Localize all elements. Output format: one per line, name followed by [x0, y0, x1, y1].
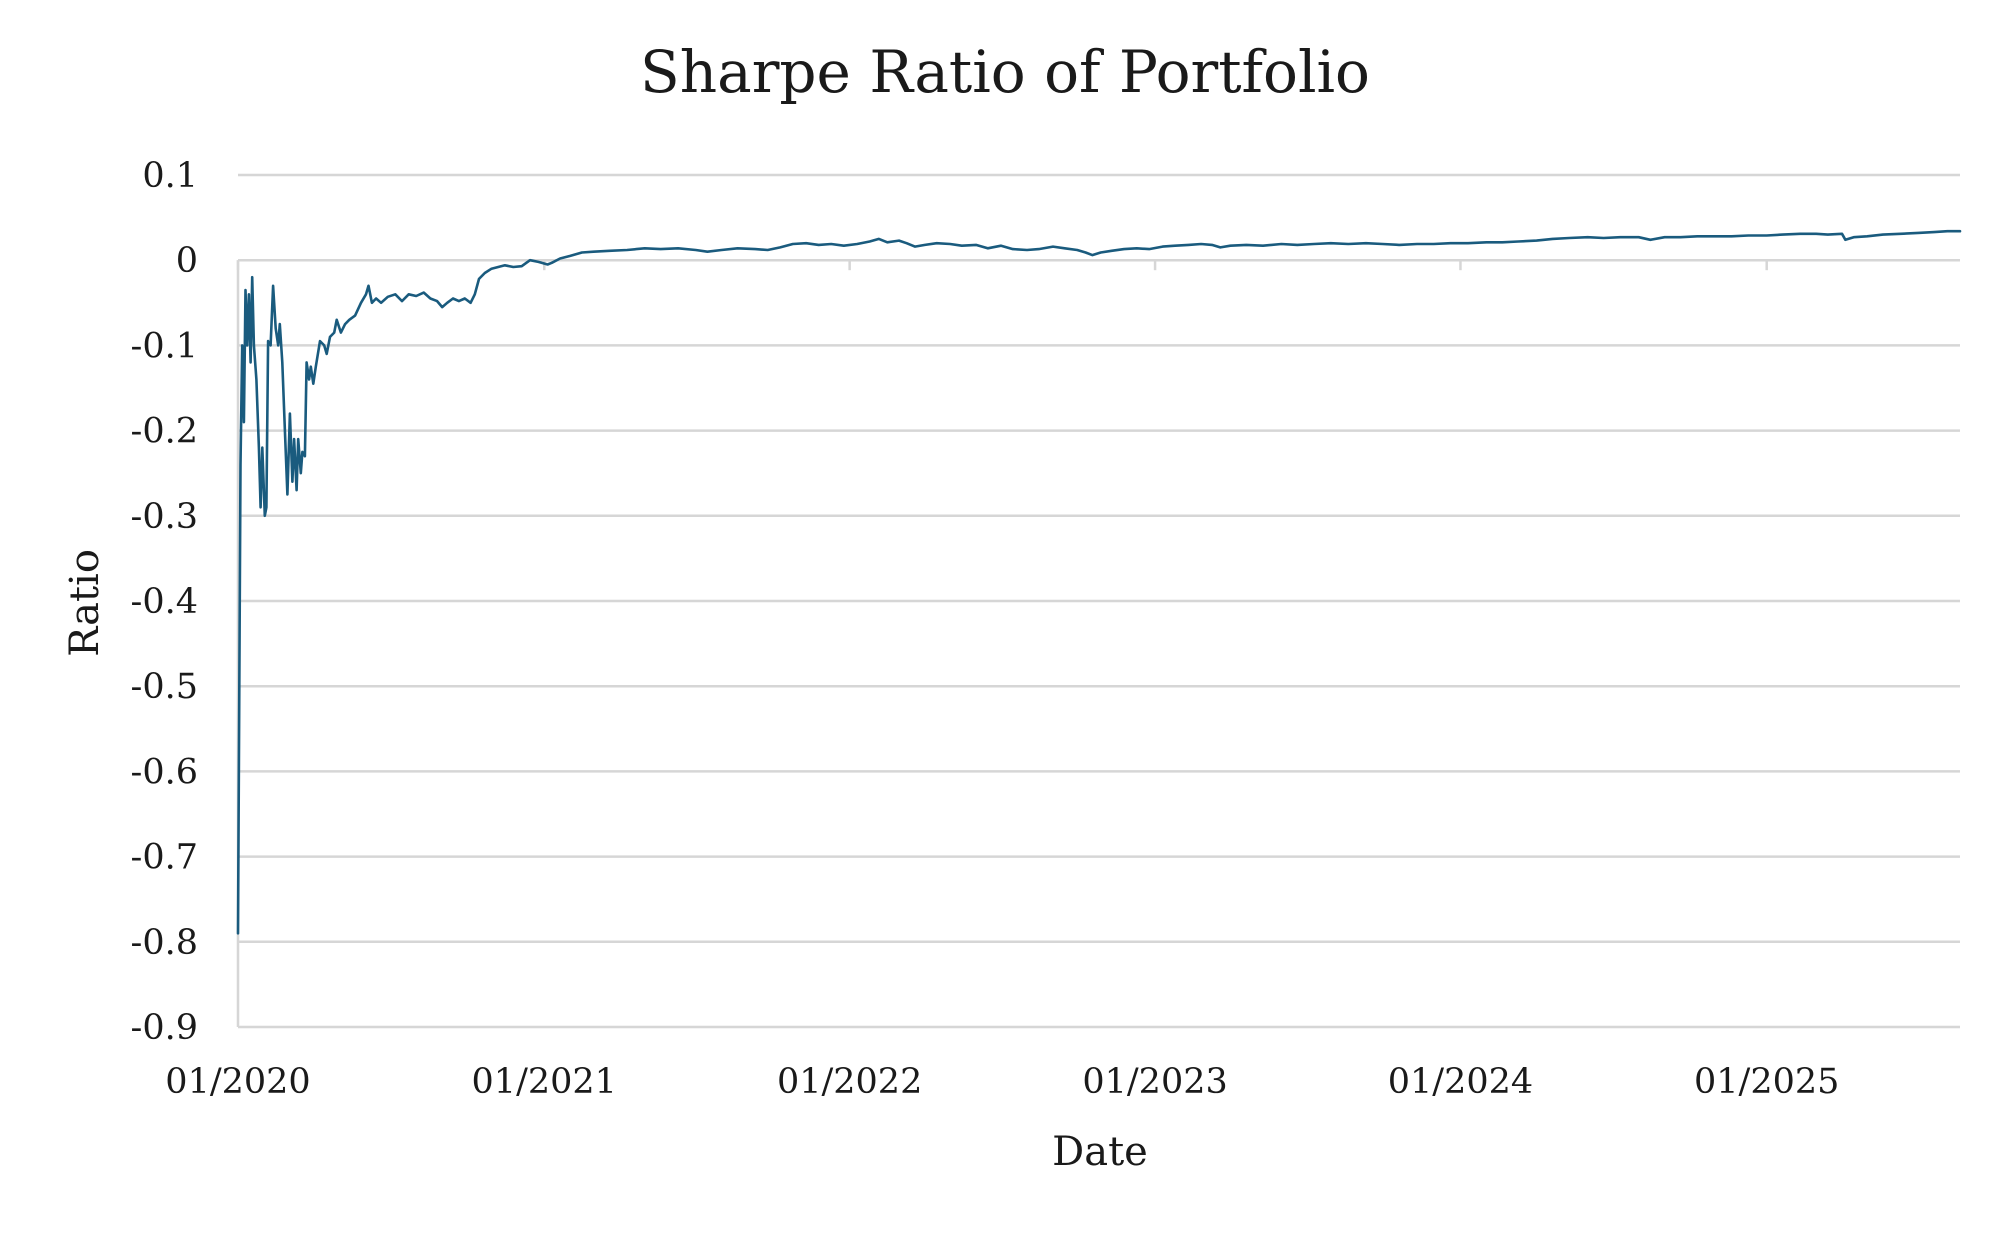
- x-tick-label: 01/2020: [165, 1062, 310, 1102]
- x-tick-label: 01/2022: [777, 1062, 922, 1102]
- y-tick-label: -0.1: [131, 326, 199, 366]
- chart-title: Sharpe Ratio of Portfolio: [640, 38, 1370, 106]
- y-tick-label: -0.5: [131, 667, 199, 707]
- y-tick-label: -0.6: [131, 752, 199, 792]
- x-tick-label: 01/2025: [1694, 1062, 1839, 1102]
- y-tick-label: -0.9: [131, 1008, 199, 1048]
- y-tick-label: 0.1: [142, 156, 198, 196]
- gridlines: [236, 173, 1960, 1029]
- series: [236, 229, 1962, 935]
- x-axis-tick-labels: 01/2020 01/2021 01/2022 01/2023 01/2024 01/20…: [165, 1062, 1839, 1102]
- y-tick-label: -0.3: [131, 497, 199, 537]
- y-tick-label: 0: [176, 241, 198, 281]
- x-axis-title: Date: [1052, 1129, 1148, 1175]
- x-tick-label: 01/2024: [1388, 1062, 1533, 1102]
- y-tick-label: -0.2: [131, 412, 199, 452]
- y-axis-title: Ratio: [62, 549, 108, 657]
- x-tick-label: 01/2023: [1082, 1062, 1227, 1102]
- y-tick-label: -0.8: [131, 923, 199, 963]
- y-axis-tick-labels: 0.1 0 -0.1 -0.2 -0.3 -0.4 -0.5 -0.6 -0.7 -0.8 -0.9: [131, 156, 199, 1048]
- y-tick-label: -0.7: [131, 838, 199, 878]
- x-tick-label: 01/2021: [472, 1062, 617, 1102]
- x-axis-ticks: [236, 260, 1768, 271]
- sharpe-ratio-line: [236, 229, 1962, 935]
- y-tick-label: -0.4: [131, 582, 199, 622]
